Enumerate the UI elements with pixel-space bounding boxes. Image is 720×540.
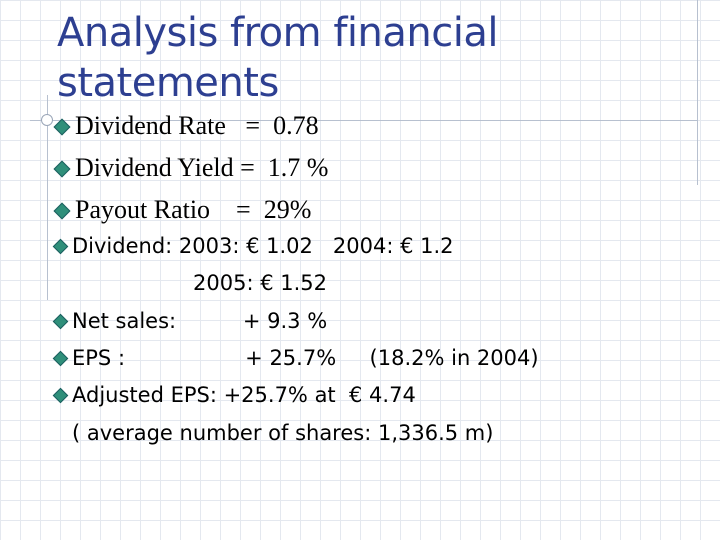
bullet: Payout Ratio = 29% [75,195,312,224]
bullet: EPS : + 25.7% (18.2% in 2004) [72,346,539,370]
bullet-continuation: ( average number of shares: 1,336.5 m) [72,421,494,445]
rule-horizontal [30,120,697,121]
slide-title: Analysis from financial statements [57,10,498,106]
rule-vertical [47,95,48,300]
bullet: Net sales: + 9.3 % [72,309,328,333]
bullet: Adjusted EPS: +25.7% at € 4.74 [72,383,416,407]
rule-right [697,0,698,185]
bullet: Dividend Rate = 0.78 [75,111,319,140]
bullet-continuation: 2005: € 1.52 [193,271,327,295]
bullet: Dividend Yield = 1.7 % [75,153,329,182]
bullet: Dividend: 2003: € 1.02 2004: € 1.2 [72,234,454,258]
rule-ring [41,114,53,126]
